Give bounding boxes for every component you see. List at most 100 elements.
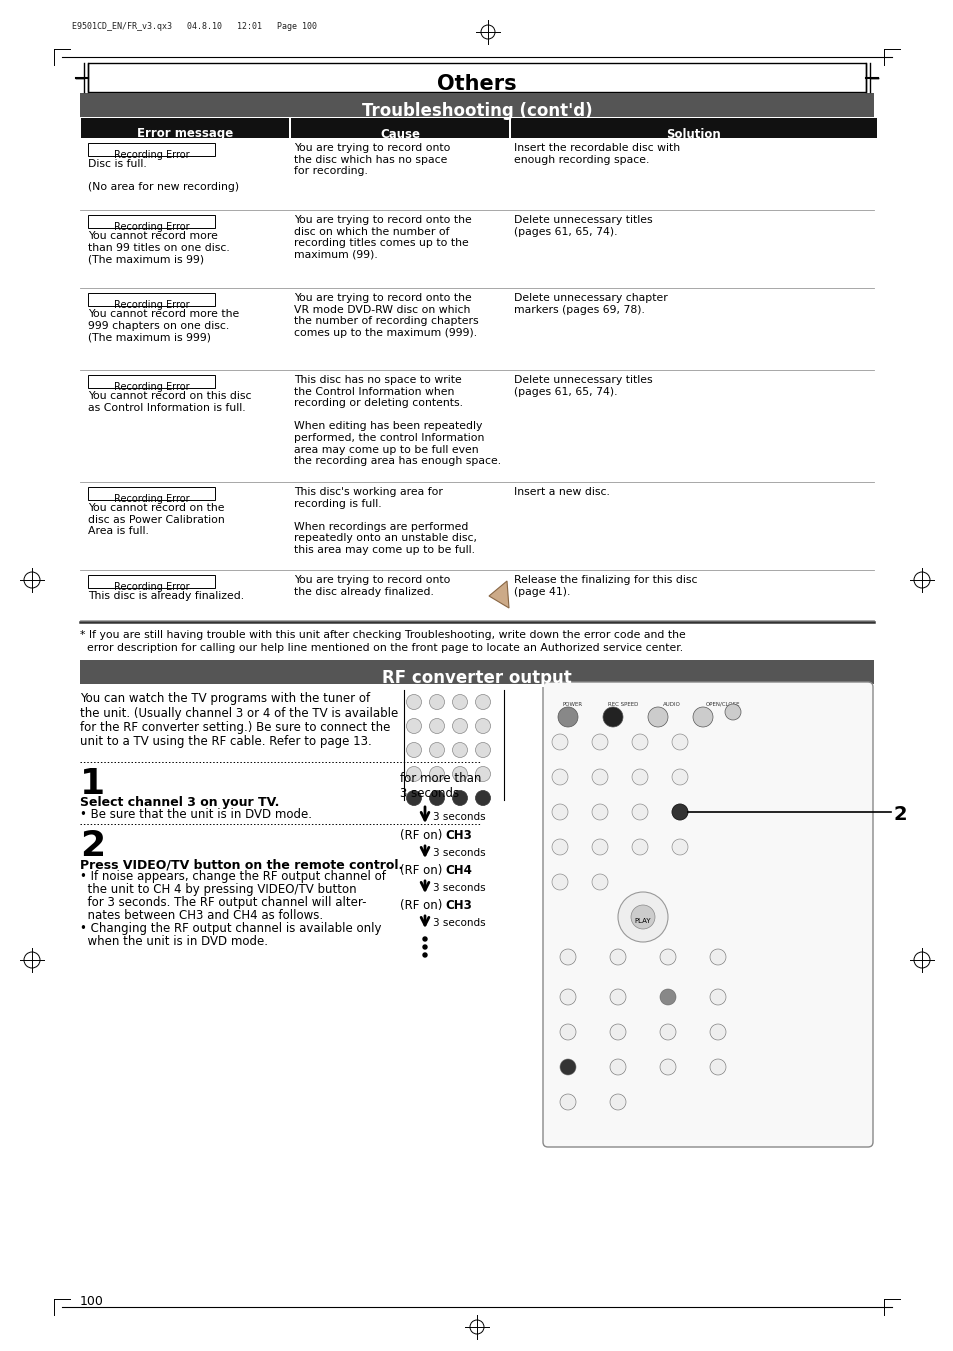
FancyBboxPatch shape [88,486,214,500]
FancyBboxPatch shape [88,215,214,228]
Circle shape [631,769,647,785]
Text: REC SPEED: REC SPEED [607,703,638,707]
Circle shape [475,766,490,781]
Text: You are trying to record onto
the disc which has no space
for recording.: You are trying to record onto the disc w… [294,143,450,176]
Circle shape [429,719,444,734]
Circle shape [429,766,444,781]
Text: 3 seconds: 3 seconds [433,917,485,928]
Circle shape [709,1024,725,1040]
Text: You are trying to record onto the
VR mode DVD-RW disc on which
the number of rec: You are trying to record onto the VR mod… [294,293,478,338]
Circle shape [406,790,421,805]
Text: 3 seconds: 3 seconds [433,884,485,893]
Text: Delete unnecessary titles
(pages 61, 65, 74).: Delete unnecessary titles (pages 61, 65,… [514,376,652,397]
FancyBboxPatch shape [542,682,872,1147]
Text: Others: Others [436,74,517,95]
Circle shape [659,1024,676,1040]
Circle shape [452,694,467,709]
FancyBboxPatch shape [80,661,873,684]
FancyBboxPatch shape [81,118,289,138]
Circle shape [422,952,427,957]
Circle shape [406,694,421,709]
Circle shape [406,743,421,758]
Text: Recording Error: Recording Error [113,300,189,309]
Text: error description for calling our help line mentioned on the front page to locat: error description for calling our help l… [80,643,682,653]
Circle shape [559,948,576,965]
FancyBboxPatch shape [80,93,873,118]
Text: You are trying to record onto
the disc already finalized.: You are trying to record onto the disc a… [294,576,450,597]
Text: 2: 2 [80,830,105,863]
Circle shape [592,734,607,750]
FancyBboxPatch shape [511,118,876,138]
Polygon shape [489,581,509,608]
Circle shape [452,766,467,781]
Circle shape [631,734,647,750]
Text: Cause: Cause [379,127,419,141]
Circle shape [552,769,567,785]
Text: You cannot record more
than 99 titles on one disc.
(The maximum is 99): You cannot record more than 99 titles on… [88,231,230,265]
Circle shape [602,707,622,727]
FancyBboxPatch shape [88,293,214,305]
Text: 1: 1 [80,767,105,801]
Text: Recording Error: Recording Error [113,581,189,592]
Text: Insert a new disc.: Insert a new disc. [514,486,609,497]
Text: You cannot record on the
disc as Power Calibration
Area is full.: You cannot record on the disc as Power C… [88,503,225,536]
Circle shape [406,766,421,781]
Circle shape [609,948,625,965]
Text: E9501CD_EN/FR_v3.qx3   04.8.10   12:01   Page 100: E9501CD_EN/FR_v3.qx3 04.8.10 12:01 Page … [71,22,316,31]
Circle shape [618,892,667,942]
Text: 3 seconds: 3 seconds [433,812,485,821]
Circle shape [452,790,467,805]
Text: (RF on): (RF on) [399,830,446,842]
Text: Select channel 3 on your TV.: Select channel 3 on your TV. [80,796,279,809]
Circle shape [671,769,687,785]
Text: Recording Error: Recording Error [113,150,189,159]
Text: You can watch the TV programs with the tuner of: You can watch the TV programs with the t… [80,692,370,705]
Text: the unit. (Usually channel 3 or 4 of the TV is available: the unit. (Usually channel 3 or 4 of the… [80,707,397,720]
Circle shape [559,989,576,1005]
Text: You cannot record on this disc
as Control Information is full.: You cannot record on this disc as Contro… [88,390,252,412]
Text: Troubleshooting (cont'd): Troubleshooting (cont'd) [361,101,592,120]
Circle shape [429,694,444,709]
Circle shape [609,1024,625,1040]
Text: Delete unnecessary titles
(pages 61, 65, 74).: Delete unnecessary titles (pages 61, 65,… [514,215,652,236]
Circle shape [452,719,467,734]
Circle shape [592,769,607,785]
Circle shape [592,839,607,855]
Text: This disc is already finalized.: This disc is already finalized. [88,590,244,601]
Circle shape [709,948,725,965]
Circle shape [429,743,444,758]
Text: • Be sure that the unit is in DVD mode.: • Be sure that the unit is in DVD mode. [80,808,312,821]
Text: You are trying to record onto the
disc on which the number of
recording titles c: You are trying to record onto the disc o… [294,215,471,259]
Circle shape [592,804,607,820]
Circle shape [630,905,655,929]
Circle shape [709,989,725,1005]
Circle shape [647,707,667,727]
Circle shape [631,839,647,855]
Text: Press VIDEO/TV button on the remote control.: Press VIDEO/TV button on the remote cont… [80,858,403,871]
Circle shape [552,874,567,890]
Text: CH3: CH3 [444,830,471,842]
Circle shape [559,1094,576,1111]
Text: AUDIO: AUDIO [662,703,680,707]
Text: This disc has no space to write
the Control Information when
recording or deleti: This disc has no space to write the Cont… [294,376,500,466]
Text: POWER: POWER [562,703,582,707]
Circle shape [475,743,490,758]
Text: the unit to CH 4 by pressing VIDEO/TV button: the unit to CH 4 by pressing VIDEO/TV bu… [80,884,356,896]
FancyBboxPatch shape [88,576,214,588]
Circle shape [709,1059,725,1075]
Circle shape [659,989,676,1005]
Text: 100: 100 [80,1296,104,1308]
Circle shape [552,734,567,750]
Circle shape [452,743,467,758]
FancyBboxPatch shape [291,118,509,138]
Text: Insert the recordable disc with
enough recording space.: Insert the recordable disc with enough r… [514,143,679,165]
Text: You cannot record more the
999 chapters on one disc.
(The maximum is 999): You cannot record more the 999 chapters … [88,309,239,342]
Text: for 3 seconds. The RF output channel will alter-: for 3 seconds. The RF output channel wil… [80,896,366,909]
Circle shape [724,704,740,720]
Text: OPEN/CLOSE: OPEN/CLOSE [705,703,740,707]
Text: 3 seconds: 3 seconds [433,848,485,858]
Circle shape [671,734,687,750]
Text: nates between CH3 and CH4 as follows.: nates between CH3 and CH4 as follows. [80,909,323,921]
Text: Solution: Solution [666,127,720,141]
Circle shape [552,804,567,820]
